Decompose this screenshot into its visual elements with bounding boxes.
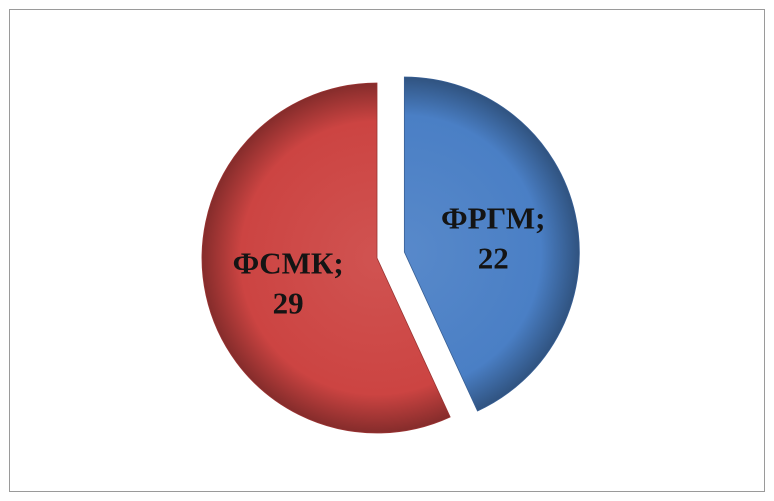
- slice-label-2: ФСМК;: [233, 245, 344, 280]
- slice-label-1: ФРГМ;: [441, 201, 545, 236]
- slice-value-label-1: 22: [478, 241, 509, 276]
- slice-value-label-2: 29: [273, 285, 304, 320]
- pie-slice-2: [201, 82, 451, 434]
- pie-slice-1: [403, 76, 580, 412]
